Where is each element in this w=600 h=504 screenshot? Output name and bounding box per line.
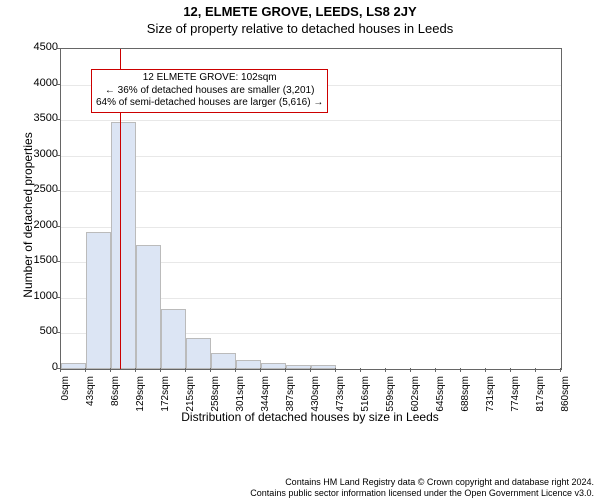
histogram-bar [136,245,161,369]
histogram-plot: 12 ELMETE GROVE: 102sqm← 36% of detached… [60,48,562,370]
grid-line [61,156,561,157]
y-tick-label: 4500 [18,41,58,53]
y-tick-mark [56,297,60,298]
y-tick-label: 0 [18,361,58,373]
x-tick-mark [285,368,286,372]
annotation-line: 12 ELMETE GROVE: 102sqm [96,72,323,85]
annotation-box: 12 ELMETE GROVE: 102sqm← 36% of detached… [91,69,328,113]
chart-title: Size of property relative to detached ho… [0,21,600,36]
histogram-bar [211,353,236,369]
grid-line [61,191,561,192]
x-tick-mark [335,368,336,372]
histogram-bar [261,363,286,369]
x-tick-mark [85,368,86,372]
histogram-bar [286,365,311,369]
chart-area: Number of detached properties 12 ELMETE … [0,38,600,428]
x-tick-mark [60,368,61,372]
x-tick-label: 860sqm [560,376,571,416]
grid-line [61,227,561,228]
histogram-bar [236,360,261,369]
grid-line [61,120,561,121]
y-tick-mark [56,190,60,191]
x-tick-mark [310,368,311,372]
x-tick-mark [560,368,561,372]
y-tick-mark [56,226,60,227]
annotation-line: 64% of semi-detached houses are larger (… [96,97,323,110]
footer-line-2: Contains public sector information licen… [250,488,594,500]
x-tick-mark [110,368,111,372]
y-tick-label: 4000 [18,77,58,89]
y-tick-mark [56,119,60,120]
y-tick-label: 1500 [18,254,58,266]
histogram-bar [186,338,211,369]
y-tick-mark [56,48,60,49]
y-tick-label: 2000 [18,219,58,231]
histogram-bar [111,122,136,369]
y-tick-label: 3500 [18,112,58,124]
y-tick-label: 2500 [18,183,58,195]
x-tick-mark [535,368,536,372]
x-axis-label: Distribution of detached houses by size … [60,410,560,424]
address-title: 12, ELMETE GROVE, LEEDS, LS8 2JY [0,4,600,19]
x-tick-mark [460,368,461,372]
histogram-bar [61,363,86,369]
histogram-bar [161,309,186,369]
footer-attribution: Contains HM Land Registry data © Crown c… [250,477,594,500]
y-tick-mark [56,332,60,333]
x-tick-mark [135,368,136,372]
x-tick-mark [185,368,186,372]
histogram-bar [311,365,336,369]
y-tick-mark [56,261,60,262]
x-tick-mark [385,368,386,372]
x-tick-mark [360,368,361,372]
x-tick-mark [435,368,436,372]
y-tick-label: 500 [18,325,58,337]
annotation-line: ← 36% of detached houses are smaller (3,… [96,85,323,98]
y-tick-mark [56,155,60,156]
x-tick-mark [160,368,161,372]
x-tick-mark [260,368,261,372]
histogram-bar [86,232,111,369]
footer-line-1: Contains HM Land Registry data © Crown c… [250,477,594,489]
y-tick-label: 1000 [18,290,58,302]
x-tick-mark [235,368,236,372]
y-tick-label: 3000 [18,148,58,160]
x-tick-mark [210,368,211,372]
y-tick-mark [56,84,60,85]
x-tick-mark [510,368,511,372]
x-tick-mark [485,368,486,372]
x-tick-mark [410,368,411,372]
